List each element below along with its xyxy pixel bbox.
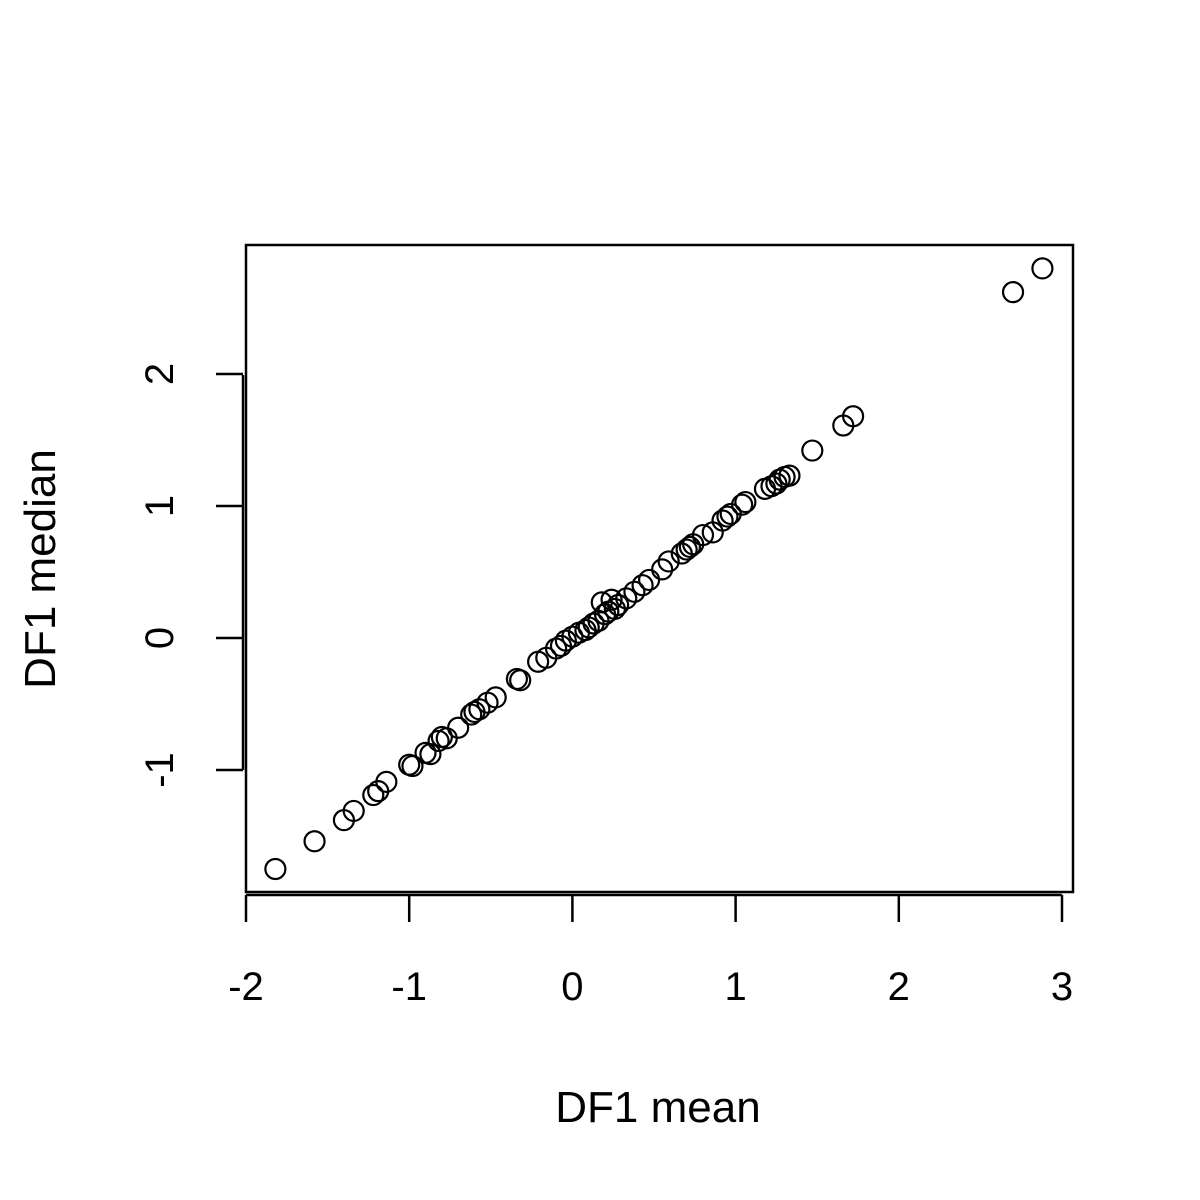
data-point	[631, 574, 654, 597]
data-point	[1001, 281, 1025, 304]
x-tick-label: -1	[391, 965, 427, 1009]
data-point	[468, 698, 491, 721]
data-point	[842, 405, 865, 428]
data-point	[716, 505, 739, 528]
data-point	[734, 490, 757, 514]
data-point	[678, 535, 702, 559]
data-point	[401, 754, 424, 778]
y-axis-title: DF1 median	[16, 449, 65, 689]
y-axis: -1 0 1 2	[138, 363, 245, 788]
data-point	[731, 493, 754, 516]
data-point	[561, 625, 584, 648]
data-point	[657, 550, 680, 573]
x-tick-label: 1	[724, 965, 746, 1009]
x-tick-label: 0	[561, 965, 583, 1009]
data-point	[778, 464, 801, 487]
data-point	[484, 686, 507, 709]
data-point	[362, 783, 385, 807]
data-point	[600, 588, 623, 611]
y-tick-label: 0	[138, 627, 182, 649]
data-point	[554, 629, 577, 652]
x-axis-title: DF1 mean	[555, 1083, 760, 1132]
data-point	[342, 799, 365, 823]
data-point	[447, 716, 470, 739]
y-tick-label: 1	[138, 495, 182, 517]
data-point	[615, 587, 638, 610]
data-points	[264, 257, 1054, 881]
data-point	[303, 830, 326, 853]
plot-frame	[244, 243, 1075, 894]
data-point	[675, 538, 698, 561]
data-point	[606, 593, 630, 617]
x-tick-label: -2	[228, 965, 264, 1009]
data-point	[638, 568, 661, 592]
y-tick-label: 2	[138, 363, 182, 385]
x-tick-label: 2	[888, 965, 910, 1009]
data-point	[651, 558, 674, 581]
data-point	[765, 472, 788, 495]
data-point	[691, 523, 715, 547]
x-tick-label: 3	[1051, 965, 1073, 1009]
data-point	[711, 509, 734, 532]
data-point	[768, 468, 791, 491]
data-point	[1031, 257, 1054, 280]
data-point	[419, 743, 442, 766]
x-axis: -2 -1 0 1 2 3	[228, 893, 1073, 1009]
data-point	[375, 770, 398, 793]
data-point	[801, 439, 824, 462]
data-point	[264, 857, 287, 881]
data-point	[623, 580, 646, 603]
y-tick-label: -1	[138, 752, 182, 788]
data-point	[509, 669, 532, 692]
